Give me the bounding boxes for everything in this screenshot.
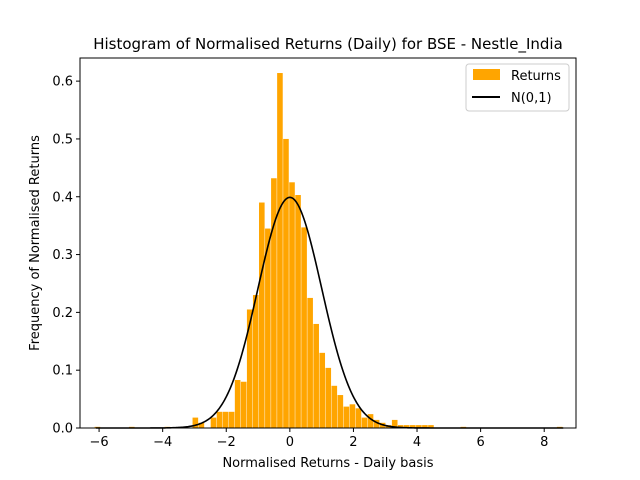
histogram-bar: [355, 408, 362, 428]
histogram-bar: [422, 425, 428, 428]
histogram-bar: [361, 417, 368, 428]
histogram-bar: [391, 419, 398, 428]
histogram-bar: [313, 323, 319, 428]
x-axis-ticks: −6 −4 −2 0 2 4 6 8: [89, 428, 548, 450]
histogram-bar: [265, 228, 271, 428]
histogram-bar: [403, 425, 410, 428]
histogram-bar: [246, 309, 253, 428]
histogram-bar: [410, 425, 416, 428]
histogram-bar: [428, 425, 434, 428]
x-tick-label: 0: [286, 435, 294, 450]
histogram-bar: [416, 425, 422, 428]
histogram-bar: [198, 422, 205, 428]
histogram-bar: [234, 380, 241, 428]
x-tick-label: −6: [89, 435, 108, 450]
histogram-bar: [349, 404, 356, 428]
histogram-bar: [222, 411, 229, 428]
histogram-bar: [192, 417, 199, 428]
legend-swatch-returns: [473, 69, 500, 80]
y-axis-ticks: 0.0 0.1 0.2 0.3 0.4 0.5 0.6: [52, 75, 80, 437]
y-axis-title: Frequency of Normalised Returns: [28, 135, 43, 351]
histogram-bar: [337, 395, 344, 428]
histogram-bar: [289, 182, 295, 428]
histogram-bar: [307, 297, 313, 428]
x-tick-label: −2: [217, 435, 236, 450]
histogram-bar: [295, 195, 301, 428]
plot-frame: [79, 57, 577, 429]
legend-label-normal: N(0,1): [511, 91, 552, 106]
y-tick-label: 0.6: [52, 75, 73, 90]
y-tick-label: 0.0: [52, 422, 73, 437]
histogram-bar: [283, 138, 289, 428]
y-tick-label: 0.5: [52, 132, 73, 147]
histogram-bar: [216, 411, 223, 428]
histogram-bar: [210, 417, 217, 428]
y-tick-label: 0.4: [52, 190, 73, 205]
histogram-bar: [367, 414, 374, 429]
x-axis-title: Normalised Returns - Daily basis: [222, 456, 433, 471]
x-tick-label: 6: [476, 435, 484, 450]
histogram-bar: [271, 178, 277, 428]
histogram-bar: [277, 73, 283, 428]
x-tick-label: 8: [540, 435, 548, 450]
y-tick-label: 0.3: [52, 248, 73, 263]
legend: Returns N(0,1): [465, 63, 570, 112]
x-tick-label: −4: [153, 435, 172, 450]
legend-label-returns: Returns: [511, 69, 561, 84]
chart-title: Histogram of Normalised Returns (Daily) …: [93, 35, 563, 54]
histogram-bar: [319, 352, 326, 428]
histogram-bar: [301, 227, 307, 428]
histogram-bars: [94, 73, 563, 429]
histogram-bar: [397, 425, 404, 428]
histogram-bar: [240, 381, 247, 428]
y-tick-label: 0.2: [52, 306, 73, 321]
histogram-bar: [343, 406, 350, 428]
x-tick-label: 4: [413, 435, 421, 450]
histogram-bar: [259, 202, 265, 428]
y-tick-label: 0.1: [52, 364, 73, 379]
histogram-bar: [373, 419, 380, 428]
histogram-bar: [228, 411, 235, 428]
histogram-bar: [325, 367, 332, 429]
histogram-bar: [331, 385, 338, 428]
histogram-bar: [252, 295, 259, 428]
x-tick-label: 2: [349, 435, 357, 450]
